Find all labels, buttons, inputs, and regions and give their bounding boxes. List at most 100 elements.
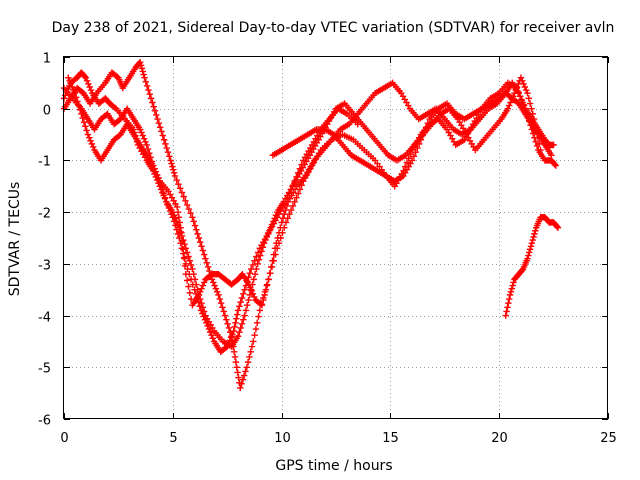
data-point	[180, 193, 187, 200]
data-point	[205, 325, 213, 333]
data-point	[66, 77, 73, 84]
data-point	[174, 221, 182, 228]
data-point	[156, 124, 164, 131]
data-point	[239, 376, 247, 383]
data-point	[283, 202, 291, 210]
data-point	[207, 328, 214, 336]
data-point	[238, 320, 246, 328]
data-point	[181, 241, 188, 248]
data-point	[198, 299, 205, 307]
chart-title: Day 238 of 2021, Sidereal Day-to-day VTE…	[52, 20, 615, 36]
data-point	[260, 239, 268, 247]
data-series	[60, 58, 562, 392]
data-point	[70, 86, 77, 94]
data-point	[204, 322, 211, 330]
series-trace-4	[65, 74, 544, 350]
data-point	[172, 215, 179, 222]
data-point	[186, 289, 193, 297]
data-point	[552, 162, 559, 169]
data-point	[270, 251, 277, 258]
data-point	[220, 308, 227, 315]
data-point	[507, 288, 515, 295]
axis-ticks: 0 5 10 15 20 25 -6 -5 -4 -3 -2 -1 0 1	[38, 52, 617, 447]
data-point	[246, 353, 253, 361]
data-point	[249, 281, 256, 288]
y-tick-label: -4	[38, 311, 51, 326]
data-point	[150, 162, 157, 169]
data-point	[193, 226, 200, 233]
data-point	[200, 251, 208, 258]
data-point	[67, 80, 75, 88]
data-point	[200, 308, 208, 315]
data-point	[228, 333, 235, 340]
data-point	[169, 163, 176, 170]
data-point	[185, 205, 193, 213]
data-point	[190, 271, 197, 278]
data-point	[180, 236, 187, 244]
y-tick-label: -6	[38, 414, 51, 429]
data-point	[191, 276, 199, 283]
data-point	[503, 308, 510, 315]
data-point	[294, 190, 302, 197]
data-point	[550, 141, 557, 149]
data-point	[289, 202, 297, 210]
data-point	[83, 77, 91, 84]
data-point	[85, 80, 92, 88]
data-point	[536, 140, 543, 148]
data-point	[141, 74, 148, 81]
data-point	[424, 119, 432, 127]
data-point	[270, 218, 277, 225]
data-point	[554, 224, 562, 231]
data-point	[163, 144, 170, 152]
data-point	[271, 245, 279, 252]
x-axis-label: GPS time / hours	[275, 458, 392, 474]
data-point	[240, 372, 248, 379]
data-point	[150, 103, 157, 110]
data-point	[530, 115, 538, 123]
data-point	[203, 259, 210, 267]
data-point	[211, 282, 218, 289]
data-point	[204, 263, 212, 271]
data-point	[248, 343, 256, 350]
data-point	[178, 189, 186, 196]
series-trace-5	[269, 90, 555, 185]
data-point	[170, 169, 178, 177]
data-point	[278, 219, 285, 226]
data-point	[252, 325, 260, 333]
data-point	[138, 65, 146, 72]
data-point	[262, 286, 270, 293]
data-point	[234, 369, 241, 376]
data-point	[524, 255, 531, 262]
data-point	[291, 198, 298, 205]
data-point	[200, 279, 208, 286]
data-point	[89, 143, 97, 151]
data-point	[244, 358, 252, 366]
data-point	[137, 62, 145, 69]
data-point	[166, 153, 173, 160]
data-point	[253, 265, 260, 273]
data-point	[139, 132, 146, 139]
data-point	[138, 129, 145, 136]
data-point	[258, 302, 266, 309]
data-point	[250, 338, 257, 345]
data-point	[198, 285, 205, 292]
data-point	[224, 320, 231, 328]
data-point	[169, 208, 176, 216]
data-point	[156, 177, 163, 185]
data-point	[243, 364, 250, 371]
data-point	[237, 384, 244, 392]
data-point	[236, 328, 243, 336]
data-point	[213, 288, 221, 295]
data-point	[140, 71, 147, 78]
data-point	[255, 256, 263, 263]
data-point	[82, 123, 89, 130]
data-point	[262, 236, 269, 244]
data-point	[250, 276, 257, 283]
data-point	[151, 165, 158, 172]
data-point	[136, 126, 144, 133]
data-point	[273, 239, 280, 247]
data-point	[256, 307, 264, 314]
data-point	[183, 201, 191, 209]
data-point	[537, 146, 544, 154]
